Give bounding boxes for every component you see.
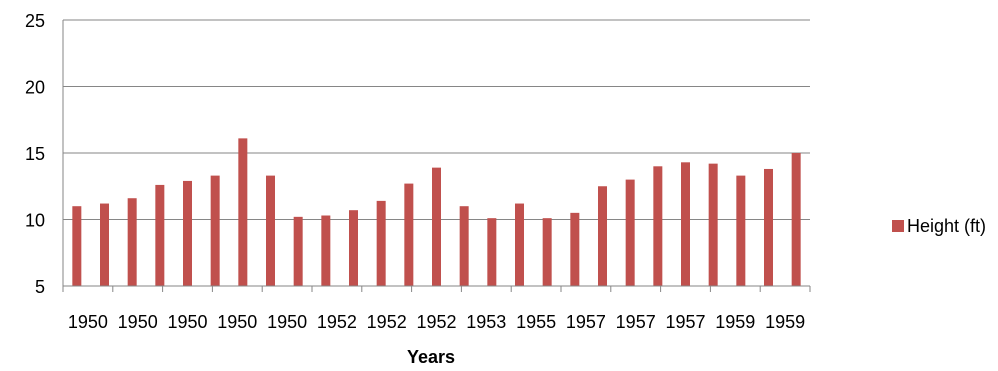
- y-tick-label: 20: [25, 78, 45, 98]
- bars: [72, 138, 801, 286]
- bar: [183, 180, 192, 286]
- x-axis-ticks: 1950 1950 1950 1950 1950 1952 1952 1952 1953 1955…: [62, 286, 811, 332]
- bar: [72, 206, 82, 286]
- bar: [266, 175, 275, 286]
- x-tick-label: 1957: [566, 312, 606, 332]
- bar: [100, 203, 109, 286]
- x-tick-label: 1952: [416, 312, 456, 332]
- x-tick-label: 1959: [765, 312, 805, 332]
- bar: [598, 186, 607, 286]
- x-tick-label: 1950: [118, 312, 158, 332]
- bar: [515, 203, 524, 286]
- bar: [404, 183, 414, 286]
- bar: [349, 210, 358, 286]
- legend: Height (ft): [892, 216, 986, 236]
- x-tick-label: 1952: [317, 312, 357, 332]
- x-tick-label: 1957: [616, 312, 656, 332]
- bar: [791, 153, 801, 286]
- x-tick-label: 1950: [68, 312, 108, 332]
- bar: [681, 162, 690, 286]
- bar: [376, 200, 386, 286]
- legend-swatch: [892, 220, 904, 232]
- bar: [127, 198, 137, 286]
- axes: [62, 20, 810, 287]
- y-tick-label: 15: [25, 144, 45, 164]
- y-tick-label: 5: [35, 277, 45, 297]
- bar: [155, 184, 165, 286]
- bar: [570, 212, 580, 286]
- x-tick-label: 1959: [715, 312, 755, 332]
- bar: [708, 163, 718, 286]
- bar: [487, 218, 497, 286]
- y-tick-label: 10: [25, 211, 45, 231]
- x-tick-label: 1952: [367, 312, 407, 332]
- x-tick-label: 1955: [516, 312, 556, 332]
- x-tick-label: 1950: [217, 312, 257, 332]
- bar: [293, 216, 303, 286]
- legend-label: Height (ft): [907, 216, 986, 236]
- x-tick-label: 1950: [267, 312, 307, 332]
- bar: [764, 168, 773, 286]
- x-axis-title: Years: [407, 347, 455, 367]
- bar: [625, 179, 635, 286]
- x-tick-label: 1957: [665, 312, 705, 332]
- y-tick-label: 25: [25, 11, 45, 31]
- x-tick-label: 1950: [167, 312, 207, 332]
- bar: [238, 138, 248, 286]
- bar: [736, 175, 746, 286]
- y-axis-ticks: 5 10 15 20 25: [25, 11, 45, 297]
- bar: [321, 215, 331, 286]
- bar: [542, 218, 552, 286]
- bar: [653, 166, 663, 286]
- bar: [459, 206, 469, 286]
- x-tick-label: 1953: [466, 312, 506, 332]
- bar: [210, 175, 220, 286]
- bar: [432, 167, 441, 286]
